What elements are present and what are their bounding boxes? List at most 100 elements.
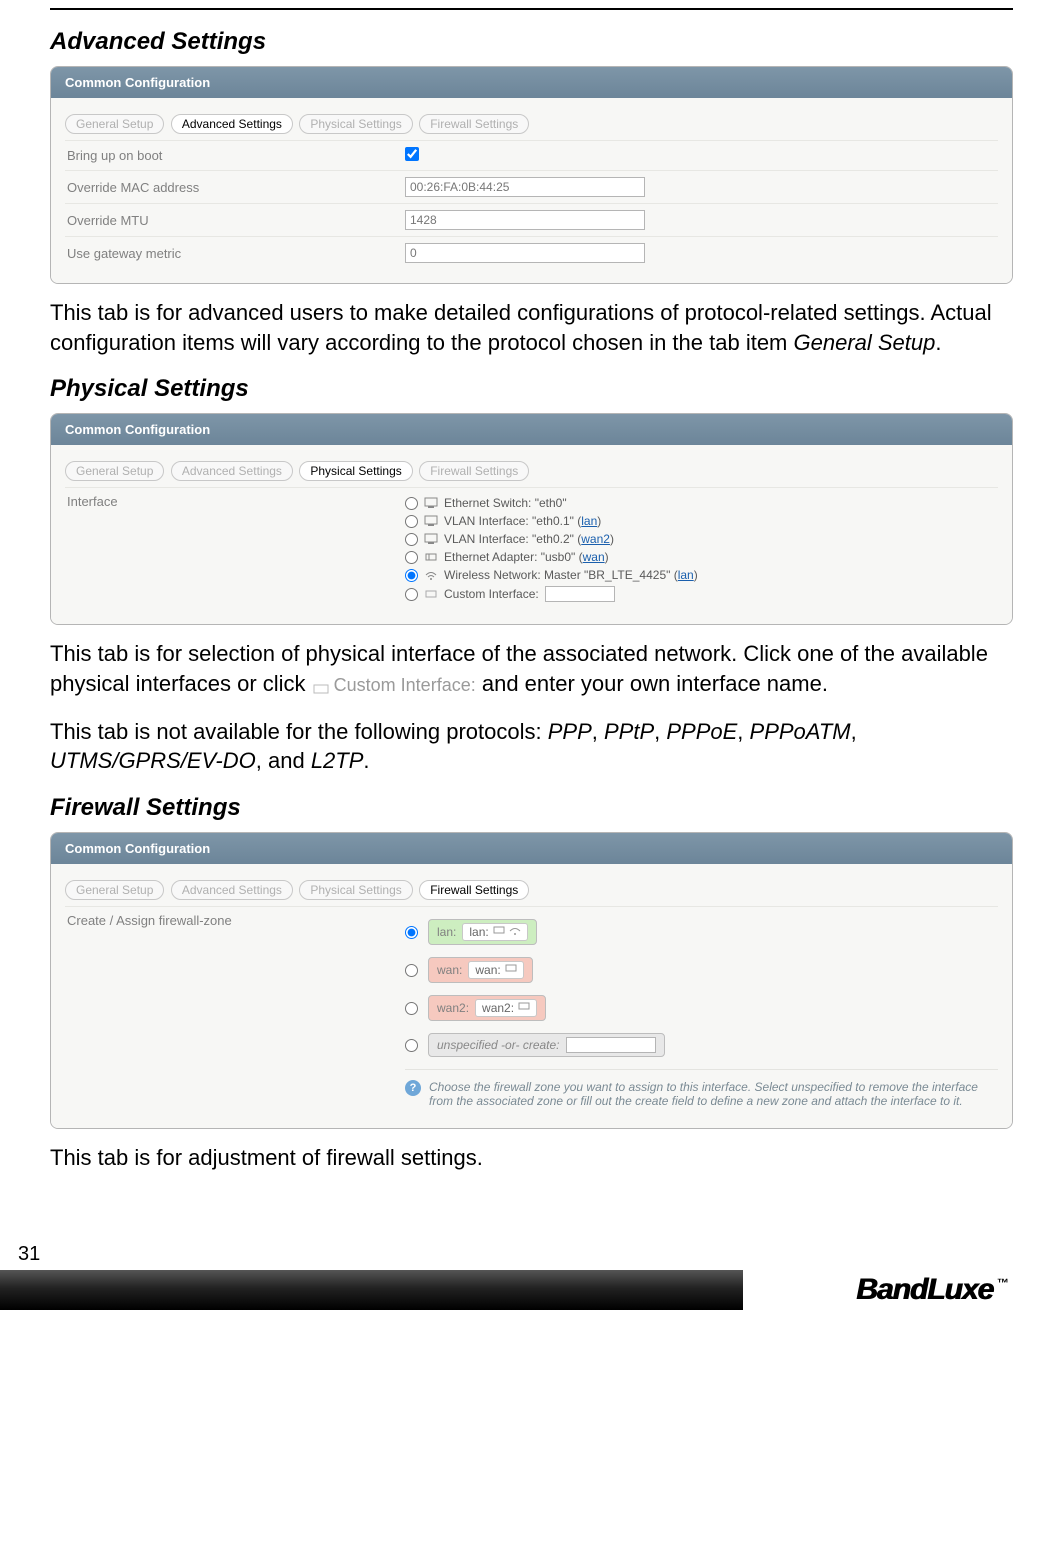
iface-eth02: VLAN Interface: "eth0.2" (wan2): [405, 530, 998, 548]
zone-wan2[interactable]: wan2: wan2:: [428, 995, 546, 1021]
iface-text: VLAN Interface: "eth0.1" (lan): [444, 514, 601, 528]
wifi-icon: [509, 925, 521, 939]
link-wan2[interactable]: wan2: [581, 532, 610, 546]
radio-custom[interactable]: [405, 588, 418, 601]
heading-firewall: Firewall Settings: [50, 794, 1013, 822]
heading-advanced: Advanced Settings: [50, 28, 1013, 56]
tab-advanced[interactable]: Advanced Settings: [171, 880, 293, 900]
zone-lan-label: lan:: [437, 925, 456, 939]
tab-physical[interactable]: Physical Settings: [299, 880, 412, 900]
zone-wan-row: wan: wan:: [405, 951, 998, 989]
radio-zone-unspec[interactable]: [405, 1039, 418, 1052]
panel-header: Common Configuration: [51, 414, 1012, 445]
inline-custom-interface: Custom Interface:: [312, 673, 476, 697]
ethernet-icon: [518, 1001, 530, 1015]
input-override-mtu[interactable]: [405, 210, 645, 230]
info-icon: ?: [405, 1080, 421, 1096]
tab-firewall[interactable]: Firewall Settings: [419, 461, 529, 481]
panel-header: Common Configuration: [51, 67, 1012, 98]
radio-zone-lan[interactable]: [405, 926, 418, 939]
tab-general[interactable]: General Setup: [65, 461, 164, 481]
radio-zone-wan2[interactable]: [405, 1002, 418, 1015]
tab-advanced[interactable]: Advanced Settings: [171, 461, 293, 481]
row-firewall-zone: Create / Assign firewall-zone lan: lan:: [65, 906, 998, 1114]
label-override-mac: Override MAC address: [65, 180, 405, 195]
radio-eth02[interactable]: [405, 533, 418, 546]
zone-lan-inner: lan:: [462, 923, 527, 941]
tab-row-firewall: General Setup Advanced Settings Physical…: [65, 880, 998, 900]
radio-eth0[interactable]: [405, 497, 418, 510]
tab-row-advanced: General Setup Advanced Settings Physical…: [65, 114, 998, 134]
row-override-mtu: Override MTU: [65, 203, 998, 236]
help-text: Choose the firewall zone you want to ass…: [429, 1080, 998, 1108]
input-create-zone[interactable]: [566, 1037, 656, 1053]
zone-wan[interactable]: wan: wan:: [428, 957, 533, 983]
tab-row-physical: General Setup Advanced Settings Physical…: [65, 461, 998, 481]
link-wan[interactable]: wan: [583, 550, 605, 564]
zone-wan-label: wan:: [437, 963, 462, 977]
footer-bar: BandLuxe ™: [0, 1270, 1063, 1310]
row-override-mac: Override MAC address: [65, 170, 998, 203]
iface-custom: Custom Interface:: [405, 584, 998, 604]
ethernet-icon: [424, 497, 438, 509]
radio-zone-wan[interactable]: [405, 964, 418, 977]
usb-icon: [424, 551, 438, 563]
input-gateway-metric[interactable]: [405, 243, 645, 263]
tab-general[interactable]: General Setup: [65, 880, 164, 900]
plug-icon: [424, 588, 438, 600]
page-number: 31: [0, 1243, 1063, 1266]
ethernet-icon: [424, 515, 438, 527]
zone-unspec[interactable]: unspecified -or- create:: [428, 1033, 665, 1057]
iface-text: Wireless Network: Master "BR_LTE_4425" (…: [444, 568, 698, 582]
tab-physical[interactable]: Physical Settings: [299, 461, 412, 481]
iface-text: Ethernet Adapter: "usb0" (wan): [444, 550, 609, 564]
radio-eth01[interactable]: [405, 515, 418, 528]
brand: BandLuxe ™: [846, 1271, 1019, 1309]
radio-wlan[interactable]: [405, 569, 418, 582]
zone-unspec-row: unspecified -or- create:: [405, 1027, 998, 1063]
input-override-mac[interactable]: [405, 177, 645, 197]
row-gateway-metric: Use gateway metric: [65, 236, 998, 269]
label-gateway-metric: Use gateway metric: [65, 246, 405, 261]
tab-general[interactable]: General Setup: [65, 114, 164, 134]
input-custom-interface[interactable]: [545, 586, 615, 602]
iface-text: Custom Interface:: [444, 587, 539, 601]
iface-usb0: Ethernet Adapter: "usb0" (wan): [405, 548, 998, 566]
ethernet-icon: [424, 533, 438, 545]
zone-wan-inner: wan:: [468, 961, 523, 979]
brand-tm: ™: [997, 1276, 1009, 1290]
zone-lan[interactable]: lan: lan:: [428, 919, 537, 945]
plug-icon: [312, 678, 330, 692]
radio-usb0[interactable]: [405, 551, 418, 564]
tab-firewall[interactable]: Firewall Settings: [419, 880, 529, 900]
row-interface: Interface Ethernet Switch: "eth0": [65, 487, 998, 610]
wifi-icon: [424, 569, 438, 581]
paragraph-physical-1: This tab is for selection of physical in…: [50, 639, 1013, 698]
paragraph-firewall: This tab is for adjustment of firewall s…: [50, 1143, 1013, 1173]
link-lan[interactable]: lan: [581, 514, 597, 528]
label-interface: Interface: [65, 494, 405, 509]
brand-name: BandLuxe: [856, 1273, 993, 1307]
zone-unspec-label: unspecified -or- create:: [437, 1038, 560, 1052]
label-firewall-zone: Create / Assign firewall-zone: [65, 913, 405, 928]
top-rule: [50, 8, 1013, 10]
iface-eth01: VLAN Interface: "eth0.1" (lan): [405, 512, 998, 530]
zone-lan-row: lan: lan:: [405, 913, 998, 951]
label-override-mtu: Override MTU: [65, 213, 405, 228]
advanced-panel: Common Configuration General Setup Advan…: [50, 66, 1013, 284]
zone-wan2-label: wan2:: [437, 1001, 469, 1015]
zone-wan2-inner: wan2:: [475, 999, 537, 1017]
tab-firewall[interactable]: Firewall Settings: [419, 114, 529, 134]
tab-advanced[interactable]: Advanced Settings: [171, 114, 293, 134]
link-lan[interactable]: lan: [678, 568, 694, 582]
checkbox-bring-up[interactable]: [405, 147, 419, 161]
zone-wan2-row: wan2: wan2:: [405, 989, 998, 1027]
iface-text: VLAN Interface: "eth0.2" (wan2): [444, 532, 614, 546]
ethernet-icon: [505, 963, 517, 977]
help-block: ? Choose the firewall zone you want to a…: [405, 1069, 998, 1108]
tab-physical[interactable]: Physical Settings: [299, 114, 412, 134]
paragraph-physical-2: This tab is not available for the follow…: [50, 717, 1013, 776]
paragraph-advanced: This tab is for advanced users to make d…: [50, 298, 1013, 357]
panel-header: Common Configuration: [51, 833, 1012, 864]
ethernet-icon: [493, 925, 505, 939]
